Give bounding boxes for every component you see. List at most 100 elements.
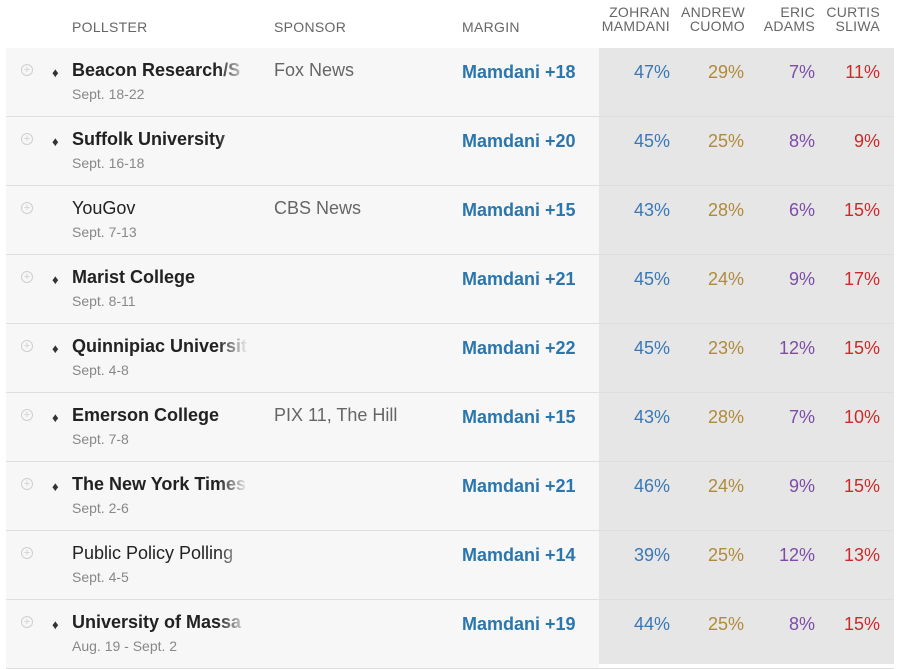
expand-plus-icon[interactable]: + bbox=[21, 340, 33, 352]
cuomo-header-first: ANDREW bbox=[680, 4, 745, 20]
expand-plus-icon[interactable]: + bbox=[21, 409, 33, 421]
mamdani-header-last: MAMDANI bbox=[601, 18, 670, 34]
expand-plus-icon[interactable]: + bbox=[21, 616, 33, 628]
row-background bbox=[6, 531, 599, 599]
diamond-icon: ♦ bbox=[52, 617, 59, 632]
sliwa-percent: 13% bbox=[843, 545, 880, 565]
diamond-icon: ♦ bbox=[52, 134, 59, 149]
adams-header-first: ERIC bbox=[780, 4, 815, 20]
pollster-name[interactable]: The New York Times bbox=[72, 474, 248, 495]
diamond-icon: ♦ bbox=[52, 65, 59, 80]
sliwa-header-first: CURTIS bbox=[826, 4, 880, 20]
mamdani-percent: 43% bbox=[633, 200, 670, 220]
mamdani-percent: 45% bbox=[633, 131, 670, 151]
row-background bbox=[6, 48, 599, 116]
poll-margin: Mamdani +19 bbox=[462, 614, 576, 634]
poll-sponsor: Fox News bbox=[274, 60, 355, 80]
mamdani-percent: 43% bbox=[633, 407, 670, 427]
pollster-name[interactable]: YouGov bbox=[72, 198, 248, 219]
sliwa-percent: 11% bbox=[845, 62, 880, 82]
mamdani-percent: 45% bbox=[633, 338, 670, 358]
table-row[interactable]: + ♦ Quinnipiac Universit Sept. 4-8 Mamda… bbox=[6, 324, 894, 393]
cuomo-percent: 24% bbox=[707, 476, 744, 496]
pollster-name[interactable]: Marist College bbox=[72, 267, 248, 288]
expand-plus-icon[interactable]: + bbox=[21, 64, 33, 76]
poll-margin: Mamdani +20 bbox=[462, 131, 576, 151]
poll-dates: Sept. 4-8 bbox=[72, 362, 129, 378]
poll-dates: Aug. 19 - Sept. 2 bbox=[72, 638, 178, 654]
cuomo-percent: 25% bbox=[707, 131, 744, 151]
adams-percent: 7% bbox=[788, 407, 815, 427]
expand-plus-icon[interactable]: + bbox=[21, 202, 33, 214]
poll-dates: Sept. 8-11 bbox=[72, 293, 136, 309]
table-row[interactable]: + ♦ Marist College Sept. 8-11 Mamdani +2… bbox=[6, 255, 894, 324]
table-row[interactable]: + ♦ YouGov Sept. 7-13 CBS News Mamdani +… bbox=[6, 186, 894, 255]
diamond-icon: ♦ bbox=[52, 410, 59, 425]
cuomo-percent: 29% bbox=[707, 62, 744, 82]
sliwa-column-header: CURTIS SLIWA bbox=[826, 5, 880, 33]
mamdani-percent: 47% bbox=[633, 62, 670, 82]
adams-percent: 8% bbox=[788, 131, 815, 151]
mamdani-percent: 46% bbox=[633, 476, 670, 496]
poll-margin: Mamdani +22 bbox=[462, 338, 576, 358]
poll-margin: Mamdani +15 bbox=[462, 200, 576, 220]
poll-sponsor: CBS News bbox=[274, 198, 362, 218]
adams-percent: 9% bbox=[788, 269, 815, 289]
cuomo-header-last: CUOMO bbox=[689, 18, 745, 34]
expand-plus-icon[interactable]: + bbox=[21, 133, 33, 145]
pollster-name[interactable]: Emerson College bbox=[72, 405, 248, 426]
pollster-name[interactable]: University of Massa bbox=[72, 612, 248, 633]
cuomo-percent: 28% bbox=[707, 407, 744, 427]
row-background bbox=[6, 255, 599, 323]
sliwa-percent: 15% bbox=[843, 476, 880, 496]
poll-dates: Sept. 18-22 bbox=[72, 86, 145, 102]
sliwa-header-last: SLIWA bbox=[835, 18, 880, 34]
table-row[interactable]: + ♦ Suffolk University Sept. 16-18 Mamda… bbox=[6, 117, 894, 186]
sliwa-percent: 15% bbox=[843, 338, 880, 358]
mamdani-percent: 44% bbox=[633, 614, 670, 634]
cuomo-percent: 24% bbox=[707, 269, 744, 289]
adams-percent: 9% bbox=[788, 476, 815, 496]
poll-dates: Sept. 7-8 bbox=[72, 431, 129, 447]
adams-percent: 8% bbox=[788, 614, 815, 634]
expand-plus-icon[interactable]: + bbox=[21, 478, 33, 490]
table-row[interactable]: + ♦ Emerson College Sept. 7-8 PIX 11, Th… bbox=[6, 393, 894, 462]
table-row[interactable]: + ♦ The New York Times Sept. 2-6 Mamdani… bbox=[6, 462, 894, 531]
results-column-shading bbox=[599, 48, 894, 664]
table-row[interactable]: + ♦ Public Policy Polling Sept. 4-5 Mamd… bbox=[6, 531, 894, 600]
cuomo-column-header: ANDREW CUOMO bbox=[681, 5, 745, 33]
row-background bbox=[6, 186, 599, 254]
pollster-name[interactable]: Beacon Research/S bbox=[72, 60, 248, 81]
sliwa-percent: 17% bbox=[843, 269, 880, 289]
poll-sponsor: PIX 11, The Hill bbox=[274, 405, 398, 425]
pollster-column-header: POLLSTER bbox=[72, 19, 148, 35]
table-row[interactable]: + ♦ University of Massa Aug. 19 - Sept. … bbox=[6, 600, 894, 669]
poll-margin: Mamdani +14 bbox=[462, 545, 576, 565]
diamond-icon: ♦ bbox=[52, 479, 59, 494]
poll-dates: Sept. 2-6 bbox=[72, 500, 129, 516]
poll-margin: Mamdani +15 bbox=[462, 407, 576, 427]
table-row[interactable]: + ♦ Beacon Research/S Sept. 18-22 Fox Ne… bbox=[6, 48, 894, 117]
expand-plus-icon[interactable]: + bbox=[21, 271, 33, 283]
adams-percent: 12% bbox=[778, 545, 815, 565]
pollster-name[interactable]: Quinnipiac Universit bbox=[72, 336, 248, 357]
polls-table: + ♦ Beacon Research/S Sept. 18-22 Fox Ne… bbox=[6, 48, 894, 669]
pollster-name[interactable]: Suffolk University bbox=[72, 129, 248, 150]
sponsor-column-header: SPONSOR bbox=[274, 19, 347, 35]
row-background bbox=[6, 393, 599, 461]
sliwa-percent: 15% bbox=[843, 614, 880, 634]
row-background bbox=[6, 462, 599, 530]
row-background bbox=[6, 600, 599, 668]
poll-dates: Sept. 4-5 bbox=[72, 569, 129, 585]
pollster-name[interactable]: Public Policy Polling bbox=[72, 543, 248, 564]
sliwa-percent: 9% bbox=[853, 131, 880, 151]
poll-dates: Sept. 7-13 bbox=[72, 224, 137, 240]
expand-plus-icon[interactable]: + bbox=[21, 547, 33, 559]
sliwa-percent: 15% bbox=[843, 200, 880, 220]
cuomo-percent: 25% bbox=[707, 545, 744, 565]
mamdani-percent: 39% bbox=[633, 545, 670, 565]
poll-margin: Mamdani +21 bbox=[462, 476, 576, 496]
poll-margin: Mamdani +18 bbox=[462, 62, 576, 82]
row-background bbox=[6, 324, 599, 392]
mamdani-header-first: ZOHRAN bbox=[609, 4, 670, 20]
